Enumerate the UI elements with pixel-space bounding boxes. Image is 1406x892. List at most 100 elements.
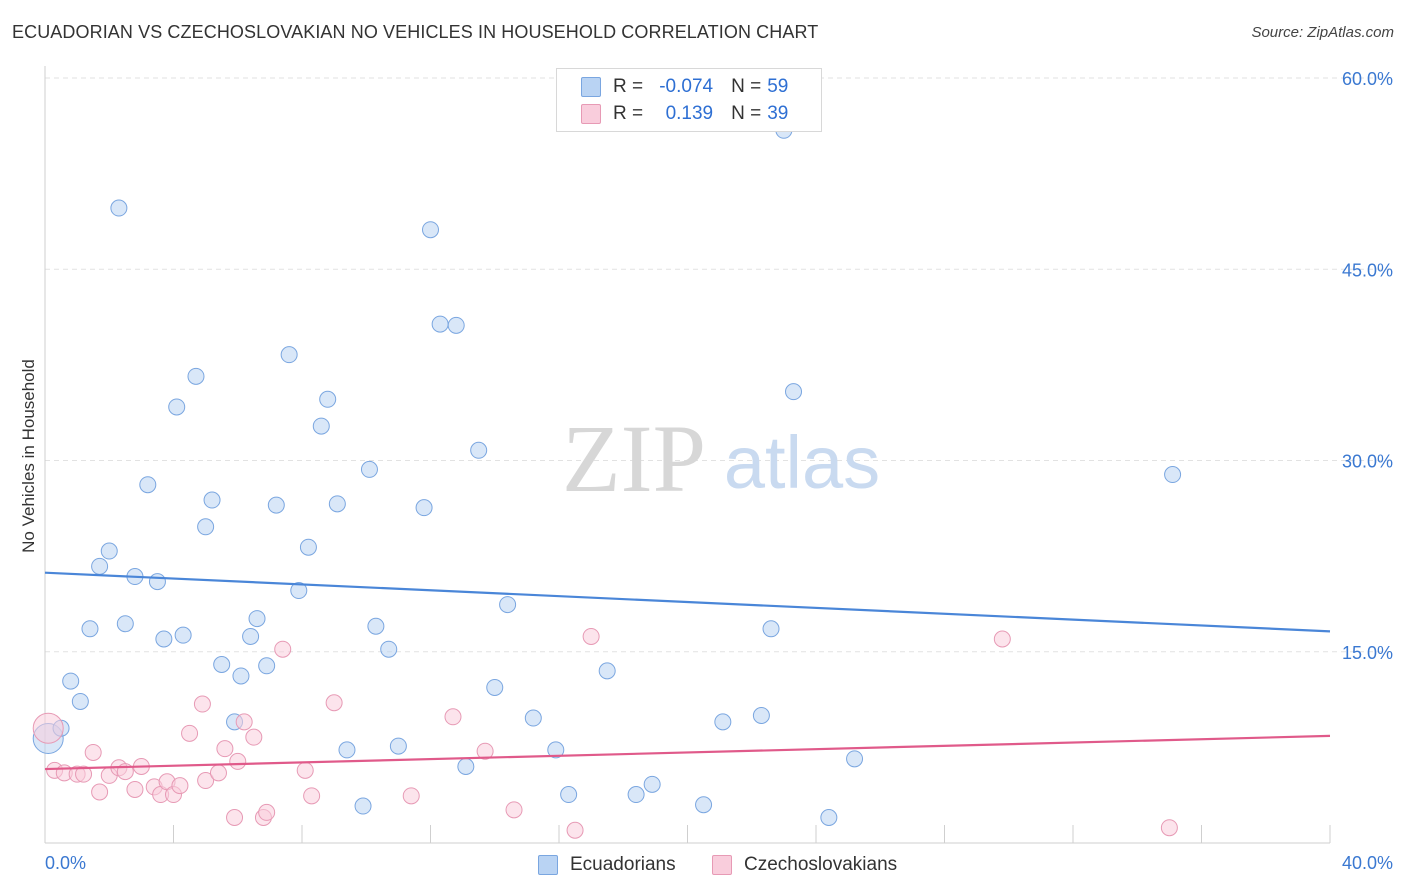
data-points xyxy=(32,121,1182,839)
bottom-legend-ecuadorians: Ecuadorians xyxy=(538,852,676,878)
legend-r-value: -0.074 xyxy=(659,76,714,97)
czechoslovakian-point xyxy=(274,640,292,658)
source-label: Source: ZipAtlas.com xyxy=(1251,24,1394,41)
ecuadorian-point xyxy=(457,758,475,775)
ecuadorian-point xyxy=(258,657,276,675)
ecuadorian-point xyxy=(820,809,838,826)
czechoslovakian-point xyxy=(505,801,523,819)
ecuadorian-point xyxy=(431,315,449,333)
ecuadorian-point xyxy=(232,667,250,685)
legend-n-label: N = xyxy=(731,103,762,124)
czechoslovakian-point xyxy=(209,764,227,782)
ecuadorian-point xyxy=(524,709,542,727)
bottom-legend-label-czechoslovakians: Czechoslovakians xyxy=(744,854,898,875)
czechoslovakian-point xyxy=(582,627,600,645)
ecuadorian-point xyxy=(139,476,157,494)
ecuadorian-point xyxy=(499,596,517,614)
y-tick-label: 30.0% xyxy=(1342,452,1393,472)
ecuadorian-point xyxy=(560,786,578,804)
legend-n-value: 59 xyxy=(767,76,789,97)
ecuadorian-point xyxy=(785,383,803,401)
ecuadorian-point xyxy=(100,542,118,560)
ecuadorian-point xyxy=(319,390,337,408)
ecuadorian-point xyxy=(116,615,134,633)
czechoslovakian-point xyxy=(197,772,215,790)
bottom-legend-label-ecuadorians: Ecuadorians xyxy=(570,854,676,875)
tick-labels: 15.0% 30.0% 45.0% 60.0% 0.0% 40.0% xyxy=(45,69,1393,873)
czechoslovakian-point xyxy=(566,821,584,839)
czechoslovakian-point xyxy=(258,803,276,821)
ecuadorian-point xyxy=(299,538,317,556)
ecuadorian-point xyxy=(312,417,330,435)
chart-title: ECUADORIAN VS CZECHOSLOVAKIAN NO VEHICLE… xyxy=(12,22,819,42)
ecuadorian-point xyxy=(415,499,433,517)
ecuadorian-point xyxy=(547,741,565,759)
ecuadorian-point xyxy=(752,707,770,724)
stats-legend: R = -0.074 N = 59 R = 0.139 N = 39 xyxy=(556,68,822,132)
gridlines xyxy=(45,77,1390,653)
y-tick-label: 15.0% xyxy=(1342,643,1393,663)
czechoslovakian-point xyxy=(126,780,144,798)
legend-row-czechoslovakians: R = 0.139 N = 39 xyxy=(581,101,788,127)
ecuadorian-point xyxy=(714,713,732,731)
czechoslovakian-trend-line xyxy=(44,734,1331,771)
ecuadorian-point xyxy=(155,630,173,648)
ecuadorian-point xyxy=(328,495,346,513)
y-tick-label: 60.0% xyxy=(1342,69,1393,89)
ecuadorian-point xyxy=(627,786,645,804)
ecuadorian-point xyxy=(174,626,192,644)
x-tick-label: 40.0% xyxy=(1342,853,1393,873)
ecuadorian-point xyxy=(846,750,864,768)
ecuadorian-point xyxy=(280,346,298,364)
legend-r-value: 0.139 xyxy=(665,103,714,124)
ecuadorian-point xyxy=(110,199,128,217)
czechoslovakian-point xyxy=(235,713,253,731)
ecuadorian-point xyxy=(389,737,407,755)
legend-swatch-ecuadorians xyxy=(581,77,601,97)
czechoslovakian-point xyxy=(32,712,64,744)
y-axis-title: No Vehicles in Household xyxy=(19,359,38,553)
watermark: ZIP atlas xyxy=(562,405,880,512)
czechoslovakian-point xyxy=(91,783,109,801)
ecuadorian-point xyxy=(422,221,439,239)
legend-n-value: 39 xyxy=(767,103,789,124)
ecuadorian-point xyxy=(598,662,616,680)
czechoslovakian-point xyxy=(402,787,420,805)
ecuadorian-point xyxy=(81,620,99,638)
czechoslovakian-point xyxy=(296,761,314,779)
ecuadorian-point xyxy=(367,617,385,635)
watermark-atlas: atlas xyxy=(724,421,880,504)
ecuadorian-point xyxy=(187,367,205,385)
ecuadorian-point xyxy=(1164,466,1182,484)
ecuadorian-point xyxy=(470,441,488,459)
czechoslovakian-point xyxy=(1160,819,1178,837)
czechoslovakian-point xyxy=(226,809,244,826)
ecuadorian-point xyxy=(62,672,80,690)
bottom-legend-swatch-ecuadorians xyxy=(538,855,558,875)
czechoslovakian-point xyxy=(303,787,321,805)
czechoslovakian-point xyxy=(84,743,102,761)
czechoslovakian-point xyxy=(181,724,199,742)
ecuadorian-point xyxy=(762,620,780,638)
ecuadorian-point xyxy=(148,573,166,591)
watermark-zip: ZIP xyxy=(562,405,706,512)
ecuadorian-point xyxy=(643,775,661,793)
ecuadorian-point xyxy=(242,627,260,645)
ecuadorian-trend-line xyxy=(44,571,1331,633)
x-tick-label: 0.0% xyxy=(45,853,86,873)
ecuadorian-point xyxy=(338,741,356,759)
y-tick-label: 45.0% xyxy=(1342,260,1393,280)
legend-r-label: R = xyxy=(613,103,644,124)
ecuadorian-point xyxy=(71,692,89,710)
czechoslovakian-point xyxy=(171,777,189,795)
ecuadorian-point xyxy=(290,582,308,600)
ecuadorian-point xyxy=(354,797,372,815)
ecuadorian-point xyxy=(197,518,215,536)
ecuadorian-point xyxy=(447,316,465,334)
czechoslovakian-point xyxy=(444,708,462,726)
czechoslovakian-point xyxy=(325,694,343,712)
ecuadorian-point xyxy=(380,640,398,658)
ecuadorian-point xyxy=(267,496,285,514)
ecuadorian-point xyxy=(360,460,378,478)
